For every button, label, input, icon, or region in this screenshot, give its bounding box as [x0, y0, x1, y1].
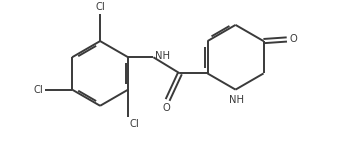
Text: NH: NH: [155, 51, 170, 61]
Text: Cl: Cl: [130, 119, 139, 129]
Text: O: O: [290, 34, 297, 44]
Text: Cl: Cl: [33, 85, 43, 95]
Text: Cl: Cl: [95, 2, 105, 12]
Text: O: O: [162, 103, 170, 113]
Text: NH: NH: [229, 95, 244, 105]
